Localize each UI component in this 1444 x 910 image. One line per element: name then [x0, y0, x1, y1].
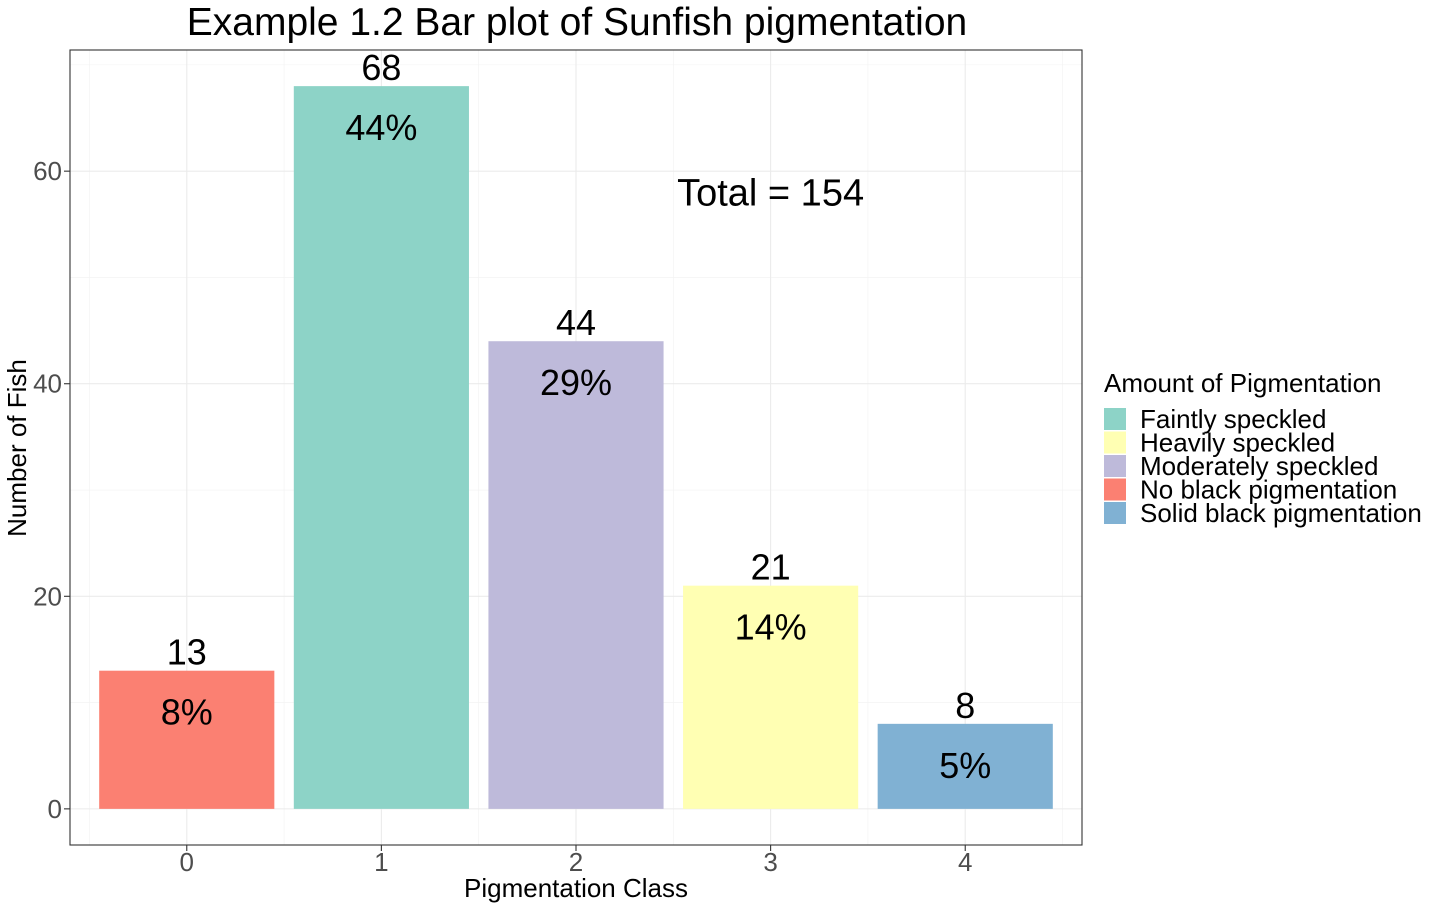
x-tick-label: 4 — [958, 847, 972, 877]
legend-label: Moderately speckled — [1140, 451, 1378, 481]
bar-4 — [877, 723, 1053, 809]
x-axis-title: Pigmentation Class — [464, 873, 688, 903]
total-annotation: Total = 154 — [677, 172, 864, 214]
count-label: 13 — [167, 632, 207, 673]
chart-title: Example 1.2 Bar plot of Sunfish pigmenta… — [187, 1, 967, 44]
y-axis-title: Number of Fish — [2, 359, 32, 537]
bars — [99, 86, 1053, 809]
x-tick-label: 3 — [763, 847, 777, 877]
count-label: 21 — [751, 547, 791, 588]
legend-swatch — [1104, 431, 1126, 454]
bar-2 — [488, 341, 664, 809]
count-label: 44 — [556, 302, 596, 343]
y-tick-label: 40 — [33, 369, 62, 399]
percent-label: 14% — [735, 607, 807, 648]
bar-0 — [99, 670, 275, 809]
legend-swatch — [1104, 408, 1126, 430]
y-tick-label: 60 — [33, 156, 62, 186]
count-label: 8 — [955, 685, 975, 726]
y-axis: 0 20 40 60 — [33, 156, 70, 824]
legend-label: No black pigmentation — [1140, 475, 1397, 505]
x-tick-label: 0 — [180, 847, 194, 877]
legend: Amount of Pigmentation Faintly speckledH… — [1104, 368, 1422, 528]
x-tick-label: 2 — [569, 847, 583, 877]
percent-label: 44% — [345, 107, 417, 148]
legend-swatch — [1104, 478, 1126, 501]
percent-label: 29% — [540, 362, 612, 403]
percent-label: 8% — [161, 692, 213, 733]
y-tick-label: 20 — [33, 581, 62, 611]
bar-labels: 13 8% 68 44% 44 29% 21 14% 8 5% — [161, 47, 991, 786]
x-axis: 0 1 2 3 4 — [180, 845, 972, 877]
y-tick-label: 0 — [48, 794, 62, 824]
legend-label: Heavily speckled — [1140, 428, 1335, 458]
legend-label: Faintly speckled — [1140, 404, 1326, 434]
x-tick-label: 1 — [374, 847, 388, 877]
percent-label: 5% — [939, 745, 991, 786]
bar-3 — [683, 585, 859, 809]
legend-swatch — [1104, 502, 1126, 524]
legend-swatch — [1104, 455, 1126, 477]
bar-1 — [293, 86, 469, 809]
count-label: 68 — [361, 47, 401, 88]
legend-label: Solid black pigmentation — [1140, 498, 1422, 528]
legend-title: Amount of Pigmentation — [1104, 368, 1382, 398]
